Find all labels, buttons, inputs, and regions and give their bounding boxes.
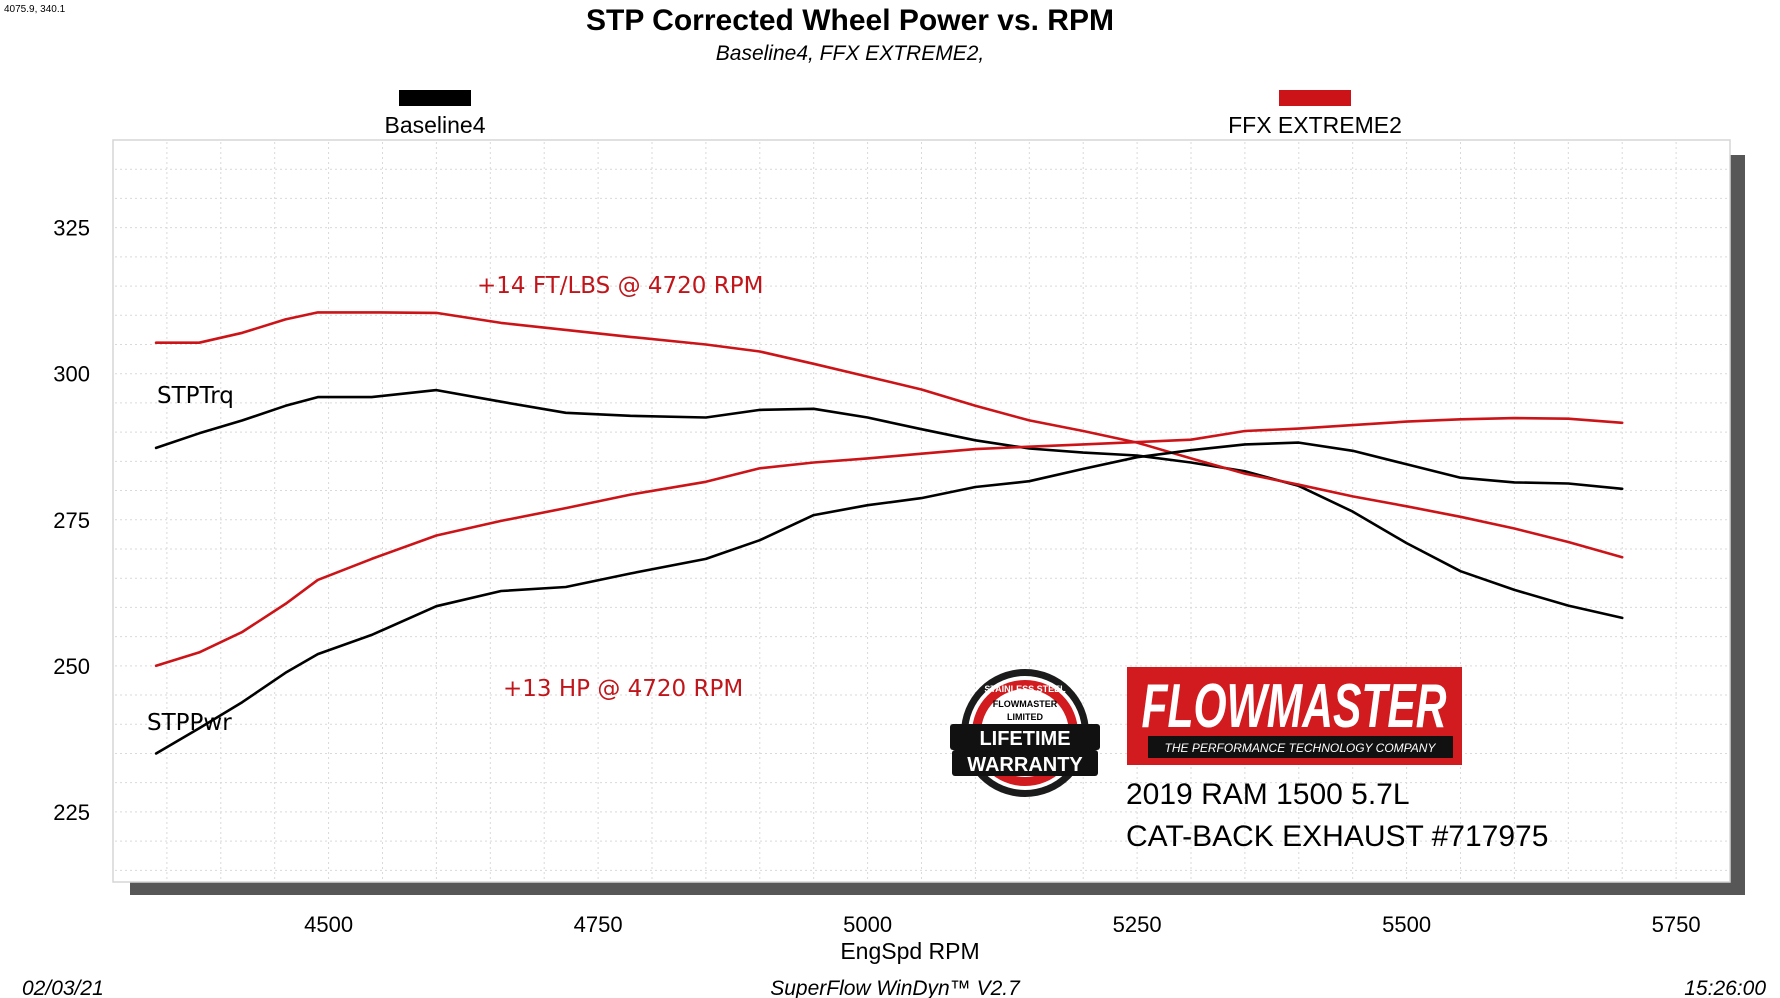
series-label-torque: STPTrq [157, 383, 234, 409]
warranty-warranty-text: WARRANTY [967, 754, 1083, 776]
x-tick-label: 4500 [304, 912, 353, 937]
tick-labels: 4500 4750 5000 5250 5500 5750 225 250 275 300 325 [53, 216, 1700, 937]
product-part-number: CAT-BACK EXHAUST #717975 [1126, 820, 1548, 853]
vehicle-model: 2019 RAM 1500 5.7L [1126, 778, 1410, 811]
legend-swatch-ffx [1279, 90, 1351, 106]
series-label-power: STPPwr [147, 710, 232, 736]
x-tick-label: 5250 [1113, 912, 1162, 937]
series-line-baseline-power [154, 441, 1624, 755]
y-tick-label: 275 [53, 508, 90, 533]
x-tick-label: 5500 [1382, 912, 1431, 937]
warranty-ring-text: STAINLESS STEEL [984, 684, 1066, 694]
legend-swatch-baseline [399, 90, 471, 106]
plot-area [112, 139, 1731, 883]
legend-label-baseline: Baseline4 [384, 112, 485, 138]
series-lines [154, 311, 1624, 755]
footer-date: 02/03/21 [22, 977, 104, 998]
y-tick-label: 300 [53, 362, 90, 387]
lifetime-warranty-badge: STAINLESS STEEL FLOWMASTER LIMITED LIFET… [950, 669, 1100, 797]
warranty-limited-text: LIMITED [1007, 712, 1043, 722]
series-line-baseline-torque [154, 388, 1624, 620]
y-tick-label: 250 [53, 654, 90, 679]
logo-tagline: THE PERFORMANCE TECHNOLOGY COMPANY [1165, 741, 1437, 755]
x-tick-label: 5750 [1652, 912, 1701, 937]
logo-wordmark: FLOWMASTER [1142, 672, 1447, 741]
cursor-readout: 4075.9, 340.1 [4, 4, 66, 15]
series-line-ffx-torque [154, 311, 1624, 559]
torque-gain-annotation: +14 FT/LBS @ 4720 RPM [477, 273, 763, 299]
y-tick-label: 225 [53, 800, 90, 825]
chart-title: STP Corrected Wheel Power vs. RPM [586, 4, 1114, 37]
x-axis-label: EngSpd RPM [840, 938, 979, 964]
chart-subtitle: Baseline4, FFX EXTREME2, [716, 42, 984, 65]
footer-time: 15:26:00 [1684, 977, 1766, 998]
y-tick-label: 325 [53, 216, 90, 241]
legend-label-ffx: FFX EXTREME2 [1228, 112, 1402, 138]
series-line-ffx-power [154, 416, 1624, 668]
flowmaster-logo: FLOWMASTER THE PERFORMANCE TECHNOLOGY CO… [1127, 667, 1462, 765]
warranty-brand-text: FLOWMASTER [993, 699, 1058, 709]
legend: Baseline4 FFX EXTREME2 [384, 90, 1402, 138]
x-tick-label: 4750 [574, 912, 623, 937]
x-tick-label: 5000 [843, 912, 892, 937]
power-gain-annotation: +13 HP @ 4720 RPM [503, 676, 743, 702]
warranty-lifetime-text: LIFETIME [979, 728, 1070, 750]
footer-software: SuperFlow WinDyn™ V2.7 [770, 977, 1021, 998]
